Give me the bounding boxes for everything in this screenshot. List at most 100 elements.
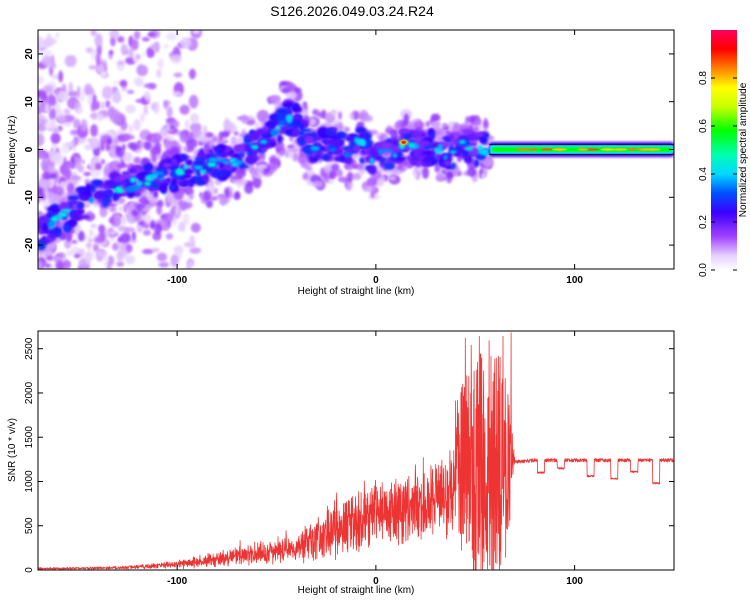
spectrogram-core-blob [367, 164, 377, 175]
spectrogram-bright-spot [286, 114, 293, 121]
spectrogram-noise-blob [97, 250, 108, 258]
spectrogram-noise-blob [179, 104, 190, 115]
spectrogram-core-blob [121, 171, 132, 176]
spectrogram-core-blob [85, 183, 92, 193]
spectrogram-halo-blob [207, 181, 213, 190]
spectrogram-noise-blob [50, 132, 61, 144]
spectrogram-noise-blob [112, 90, 121, 104]
snr-x-ticks: -100 0 100 [167, 331, 583, 587]
snr-trace [38, 332, 674, 570]
spectrogram-halo-blob [211, 135, 219, 143]
spectrogram-bright-spot [206, 161, 217, 168]
spectrogram-bright-spot [369, 157, 375, 165]
spectrogram-halo-blob [205, 199, 213, 209]
spectrogram-halo-blob [109, 148, 118, 159]
spectrogram-halo-blob [286, 147, 299, 154]
spectrogram-core-blob [62, 205, 70, 210]
spectrogram-halo-blob [363, 185, 375, 193]
spectrogram-noise-blob [173, 72, 183, 78]
spectrogram-halo-blob [45, 255, 54, 261]
spectrogram-halo-blob [64, 161, 75, 169]
spectrogram-halo-blob [401, 120, 408, 128]
spectrogram-bright-spot [329, 148, 336, 152]
spectrogram-noise-blob [38, 110, 42, 115]
spectrogram-noise-blob [188, 261, 193, 267]
spectrogram-halo-blob [38, 260, 44, 269]
spectrogram-y-ticks: -20 -10 0 10 20 [24, 48, 674, 252]
spectrogram-noise-blob [165, 233, 174, 240]
spectrogram-core-blob [213, 147, 223, 152]
spectrogram-noise-blob [62, 259, 71, 269]
spectrogram-noise-blob [55, 32, 60, 39]
spectrogram-halo-blob [270, 158, 280, 170]
spectrogram-noise-blob [170, 53, 182, 64]
spectrogram-halo-blob [109, 205, 117, 213]
spectrogram-halo-blob [123, 133, 131, 141]
spectrogram-core-blob [171, 157, 178, 166]
spectrogram-halo-blob [281, 87, 291, 94]
spectrogram-halo-blob [344, 126, 350, 133]
snr-y-tick-label: 500 [24, 517, 35, 534]
spectrogram-noise-blob [50, 118, 57, 129]
spectrogram-noise-blob [156, 68, 162, 78]
spectrogram-core-blob [188, 182, 194, 188]
spectrogram-halo-blob [474, 126, 479, 132]
spectrogram-noise-blob [48, 94, 57, 107]
spectrogram-bright-spot [278, 120, 287, 124]
spectrogram-noise-blob [116, 261, 125, 267]
spectrogram-noise-blob [166, 106, 173, 118]
spectrogram-halo-blob [345, 180, 351, 191]
spectrogram-noise-blob [94, 33, 103, 48]
spectrogram-halo-blob [175, 146, 180, 157]
spectrogram-halo-blob [38, 178, 48, 188]
spectrogram-halo-blob [185, 138, 198, 149]
spectrogram-core-blob [474, 159, 480, 168]
spectrogram-halo-blob [73, 253, 81, 259]
spectrogram-noise-blob [128, 46, 134, 59]
spectrogram-heatmap [38, 30, 674, 269]
spectrogram-core-blob [277, 134, 283, 144]
spectrogram-noise-blob [190, 222, 201, 233]
spectrogram-halo-blob [98, 224, 106, 233]
spectrogram-core-blob [104, 179, 118, 188]
spectrogram-core-blob [383, 161, 395, 170]
spectrogram-hot-spot-core [401, 140, 407, 144]
snr-y-tick-label: 1500 [24, 426, 35, 449]
spectrogram-halo-blob [83, 144, 95, 151]
spectrogram-halo-blob [83, 171, 92, 177]
spectrogram-bright-spot [277, 123, 285, 127]
spectrogram-core-blob [320, 154, 331, 161]
spectrogram-core-blob [291, 105, 303, 113]
spectrogram-halo-blob [118, 225, 127, 232]
spectrogram-noise-blob [109, 109, 121, 124]
spectrogram-bright-spot [58, 211, 68, 218]
spectrogram-core-blob [374, 154, 384, 162]
spectrogram-core-blob [183, 168, 195, 175]
spectrogram-halo-blob [238, 137, 244, 143]
spectrogram-noise-blob [48, 108, 57, 121]
spectrogram-y-label: Frequency (Hz) [7, 116, 18, 185]
spectrogram-noise-blob [147, 82, 157, 90]
spectrogram-noise-blob [90, 124, 98, 137]
spectrogram-halo-blob [323, 173, 330, 183]
spectrogram-noise-blob [142, 51, 147, 57]
spectrogram-core-blob [69, 200, 80, 206]
spectrogram-halo-blob [105, 142, 111, 152]
spectrogram-bright-spot [477, 144, 484, 151]
spectrogram-core-blob [420, 132, 426, 138]
spectrogram-bright-spot [222, 160, 230, 165]
spectrogram-core-blob [328, 134, 342, 141]
spectrogram-core-blob [159, 183, 167, 193]
spectrogram-halo-blob [77, 230, 85, 242]
spectrogram-noise-blob [83, 83, 93, 95]
spectrogram-noise-blob [44, 102, 50, 114]
spectrogram-halo-blob [430, 120, 441, 128]
spectrogram-core-blob [165, 177, 172, 185]
spectrogram-halo-blob [120, 216, 127, 225]
spectrogram-halo-blob [124, 227, 136, 233]
spectrogram-noise-blob [189, 122, 202, 133]
spectrogram-halo-blob [337, 121, 344, 132]
spectrogram-halo-blob [90, 223, 97, 228]
